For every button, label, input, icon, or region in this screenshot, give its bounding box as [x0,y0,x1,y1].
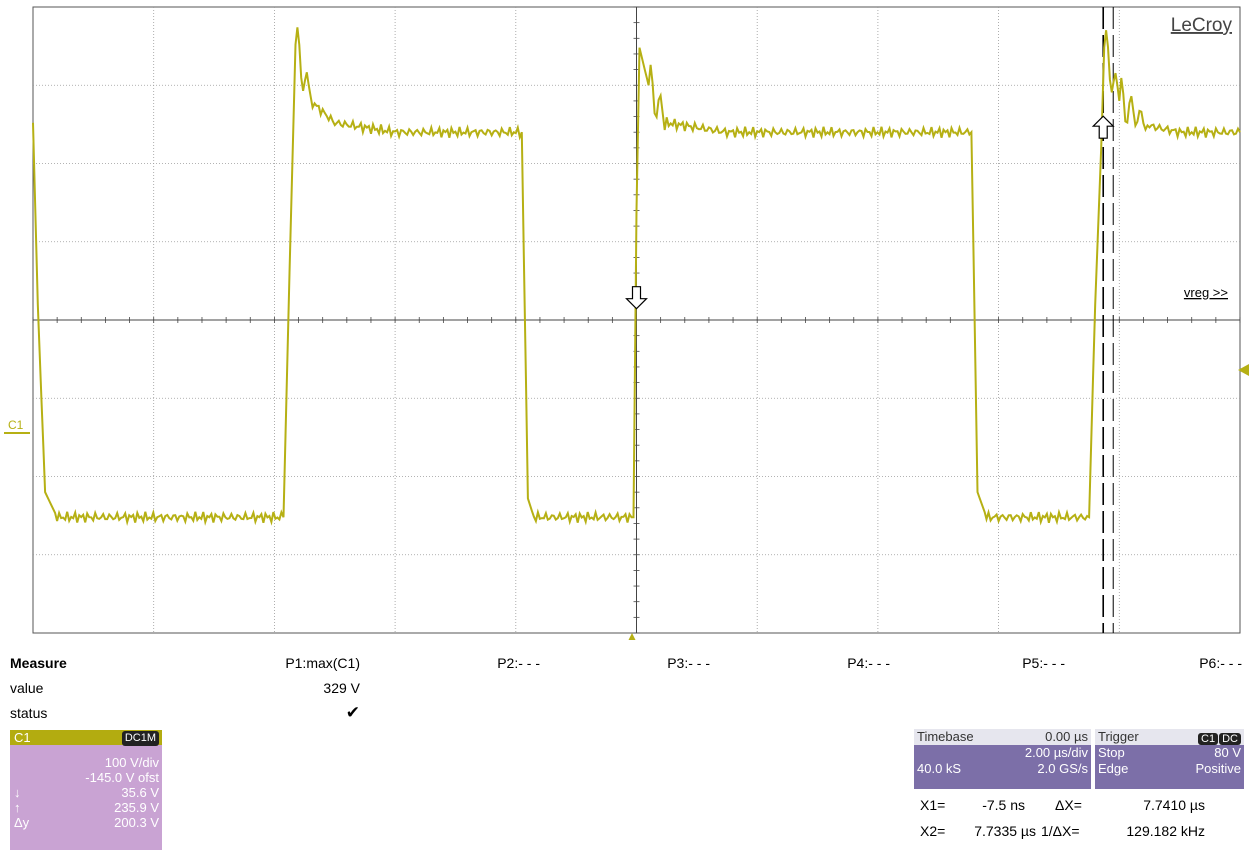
inverse-dx-value: 129.182 kHz [1126,823,1205,839]
x2-value: 7.7335 µs [974,823,1036,839]
param-p1-label[interactable]: P1:max(C1) [285,655,360,671]
c1-trace [32,27,1241,527]
cursor-high-arrow-icon: ↑ [14,800,21,815]
trigger-level: 80 V [1214,745,1241,760]
c1-level-marker[interactable]: C1 [8,418,24,432]
measure-header: Measure [10,655,67,671]
param-p5-label[interactable]: P5:- - - [1022,655,1065,671]
param-p3-label[interactable]: P3:- - - [667,655,710,671]
coupling-badge: DC1M [121,731,159,746]
param-p4-label[interactable]: P4:- - - [847,655,890,671]
cursor-arrows [625,115,1115,310]
x1-value: -7.5 ns [982,797,1025,813]
delta-y-value: 200.3 V [114,815,159,830]
cursor-high-value: 235.9 V [114,800,159,815]
graticule [32,6,1241,634]
trigger-level-marker[interactable] [1238,364,1249,376]
trigger-label: Trigger [1098,729,1139,744]
timebase-samples: 40.0 kS [917,761,962,776]
trigger-source-badge: C1 [1198,733,1219,745]
trigger-type: Edge [1098,761,1129,776]
dx-label: ΔX= [1055,797,1082,813]
timebase-rate: 2.0 GS/s [1037,761,1088,776]
measure-row-value: value [10,680,44,696]
x2-label: X2= [920,823,946,839]
trigger-mode: Stop [1098,745,1125,760]
lecroy-logo: LeCroy [1171,15,1233,36]
inverse-dx-label: 1/ΔX= [1041,823,1080,839]
trigger-panel[interactable]: Trigger C1 DC Stop 80 V Edge Positive [1095,729,1244,789]
delta-y-label: Δy [14,815,30,830]
channel-name: C1 [14,730,31,745]
channel-c1-panel[interactable]: C1 DC1M 100 V/div -145.0 V ofst ↓ 35.6 V … [10,730,162,850]
waveform-display[interactable]: LeCroy vreg >> C1 [0,0,1249,640]
timebase-panel[interactable]: Timebase 0.00 µs 2.00 µs/div 40.0 kS 2.0 G… [914,729,1091,789]
volts-per-div: 100 V/div [104,755,159,770]
cursor-1-arrow [625,286,648,310]
trigger-slope: Positive [1195,761,1241,776]
dx-value: 7.7410 µs [1143,797,1205,813]
param-p2-label[interactable]: P2:- - - [497,655,540,671]
x1-label: X1= [920,797,946,813]
cursor-low-value: 35.6 V [121,785,159,800]
trigger-coupling-badge: DC [1219,733,1241,745]
trigger-position-marker[interactable] [628,633,636,640]
vreg-level-label: vreg >> [1184,285,1228,300]
param-p6-label[interactable]: P6:- - - [1199,655,1242,671]
measure-row-status: status [10,705,48,721]
param-p1-status-icon: ✔ [345,703,360,722]
timebase-per-div: 2.00 µs/div [1024,745,1088,760]
cursor-2-arrow [1091,115,1115,139]
param-p1-value: 329 V [323,680,360,696]
timebase-label: Timebase [917,729,974,744]
timebase-delay: 0.00 µs [1045,729,1088,744]
cursor-low-arrow-icon: ↓ [14,785,21,800]
offset-value: -145.0 V ofst [85,770,159,785]
